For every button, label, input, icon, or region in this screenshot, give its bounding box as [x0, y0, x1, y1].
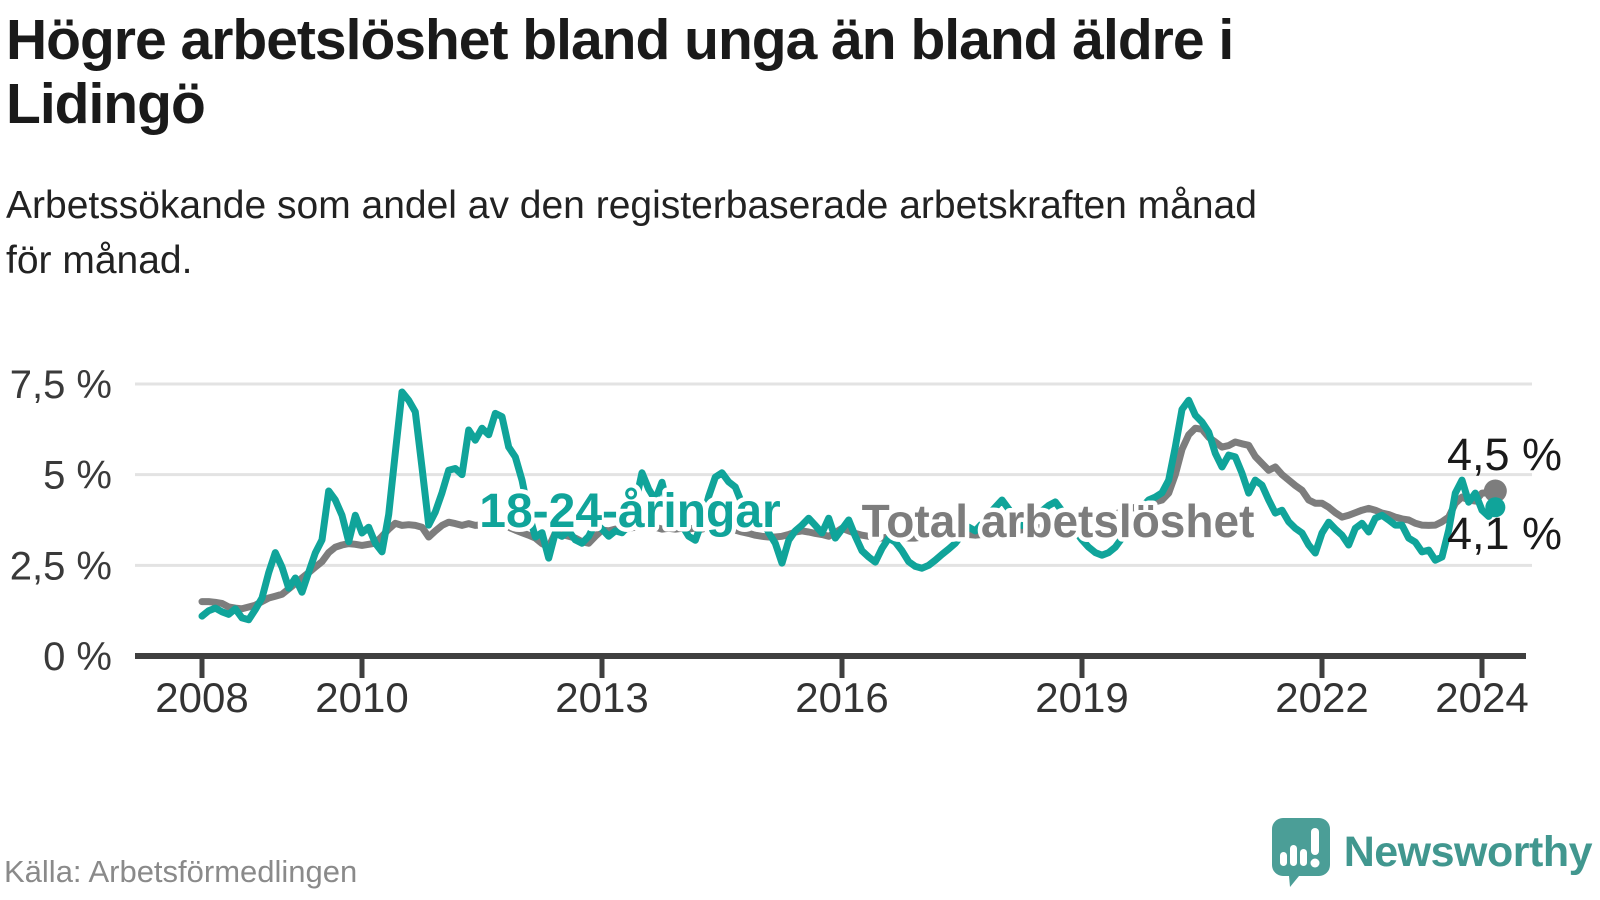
series-end-dot-youth	[1485, 497, 1506, 518]
y-axis-tick-label: 0 %	[43, 635, 112, 679]
brand-name: Newsworthy	[1343, 827, 1593, 876]
series-label-youth: 18-24-åringar	[479, 485, 780, 538]
x-axis-tick-label: 2008	[155, 674, 248, 721]
y-axis-tick-label: 2,5 %	[10, 544, 112, 588]
series-end-value-youth: 4,1 %	[1447, 508, 1562, 559]
x-axis-tick-label: 2016	[795, 674, 888, 721]
subtitle-line-2: för månad.	[6, 239, 193, 282]
x-axis-tick-label: 2010	[315, 674, 408, 721]
series-end-value-total: 4,5 %	[1447, 429, 1562, 480]
chart-subtitle: Arbetssökande som andel av den registerb…	[6, 178, 1576, 288]
y-axis-tick-label: 5 %	[43, 454, 112, 498]
series-line-youth	[198, 388, 1499, 624]
page-title: Högre arbetslöshet bland unga än bland ä…	[6, 8, 1586, 136]
y-axis-tick-label: 7,5 %	[10, 363, 112, 407]
x-axis-tick-label: 2019	[1035, 674, 1128, 721]
x-axis-tick-label: 2024	[1435, 674, 1528, 721]
title-line-1: Högre arbetslöshet bland unga än bland ä…	[6, 8, 1234, 72]
x-axis-tick-label: 2013	[555, 674, 648, 721]
subtitle-line-1: Arbetssökande som andel av den registerb…	[6, 184, 1257, 227]
newsworthy-speech-bubble-chart-icon	[1271, 818, 1330, 887]
x-axis-tick-label: 2022	[1275, 674, 1368, 721]
series-label-total: Total arbetslöshet	[862, 495, 1255, 547]
title-line-2: Lidingö	[6, 72, 206, 136]
series-end-dot-total	[1483, 479, 1507, 503]
newsworthy-logo: Newsworthy	[1270, 816, 1593, 888]
series-line-total	[198, 424, 1499, 613]
source-note: Källa: Arbetsförmedlingen	[4, 854, 358, 889]
